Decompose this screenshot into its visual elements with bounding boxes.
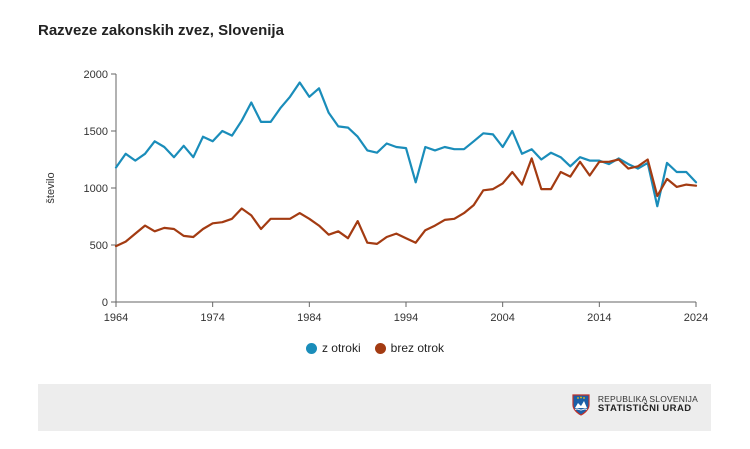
x-tick-label: 2024 <box>684 312 708 324</box>
series-line-brez-otrok[interactable] <box>114 157 698 248</box>
chart-lines <box>114 81 698 248</box>
logo-line-statisticni-urad: STATISTIČNI URAD <box>597 403 692 415</box>
slovenia-coat-of-arms-icon <box>572 394 590 416</box>
x-tick-label: 2014 <box>587 312 611 324</box>
y-tick-label: 500 <box>90 240 108 252</box>
legend-marker-brez-otrok <box>374 342 386 354</box>
legend-marker-z-otroki <box>305 342 317 354</box>
x-tick-label: 1964 <box>104 312 128 324</box>
legend-item-brez-otrok[interactable]: brez otrok <box>374 341 445 355</box>
y-tick-label: 1000 <box>84 183 108 195</box>
x-tick-label: 1984 <box>297 312 321 324</box>
y-axis-label: število <box>45 172 57 203</box>
y-tick-label: 0 <box>102 297 108 309</box>
line-chart: 0 500 1000 1500 2000 1964 1974 1984 1994 2004 2014… <box>45 69 708 324</box>
series-line-z-otroki[interactable] <box>114 81 698 208</box>
legend-item-z-otroki[interactable]: z otroki <box>305 341 361 355</box>
chart-legend: z otroki brez otrok <box>0 341 750 355</box>
chart-title: Razveze zakonskih zvez, Slovenija <box>38 22 284 39</box>
legend-label-z-otroki: z otroki <box>321 341 361 355</box>
y-tick-label: 1500 <box>84 126 108 138</box>
y-tick-label: 2000 <box>84 69 108 81</box>
x-tick-label: 1994 <box>394 312 418 324</box>
x-tick-label: 2004 <box>490 312 514 324</box>
logo-line-republika: REPUBLIKA SLOVENIJA <box>597 393 698 404</box>
footer-bar: REPUBLIKA SLOVENIJA STATISTIČNI URAD <box>38 384 711 431</box>
statistical-office-logo[interactable]: REPUBLIKA SLOVENIJA STATISTIČNI URAD <box>572 394 698 416</box>
chart-axes: 0 500 1000 1500 2000 1964 1974 1984 1994 2004 2014… <box>45 69 708 324</box>
legend-label-brez-otrok: brez otrok <box>390 341 445 355</box>
x-tick-label: 1974 <box>200 312 224 324</box>
